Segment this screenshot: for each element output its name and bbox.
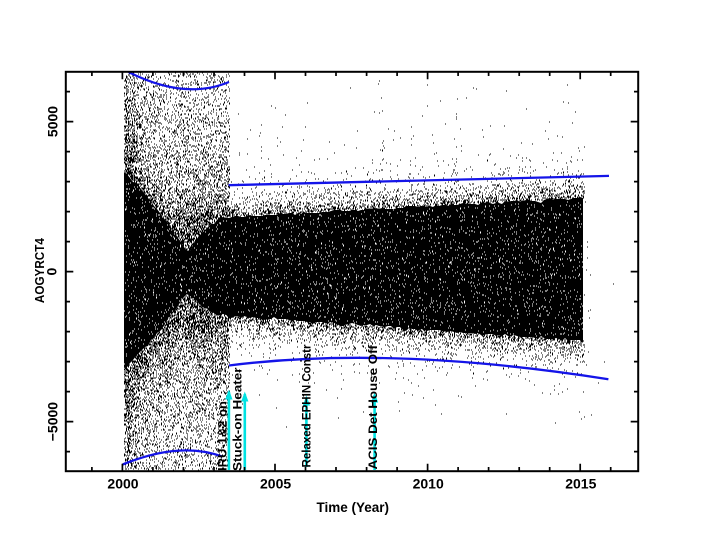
svg-text:ACIS Det House Off: ACIS Det House Off — [368, 345, 380, 470]
svg-text:AOGYRCT4: AOGYRCT4 — [33, 238, 47, 303]
svg-text:2005: 2005 — [260, 476, 291, 492]
svg-text:Time (Year): Time (Year) — [317, 500, 390, 515]
svg-text:Relaxed EPHIN Constr: Relaxed EPHIN Constr — [302, 344, 314, 468]
svg-text:2010: 2010 — [413, 476, 444, 492]
svg-text:0: 0 — [44, 267, 60, 275]
svg-text:IRU-1&2 on: IRU-1&2 on — [217, 401, 229, 471]
svg-text:2015: 2015 — [565, 476, 596, 492]
svg-text:2000: 2000 — [107, 476, 138, 492]
svg-text:Stuck-on Heater: Stuck-on Heater — [233, 367, 245, 471]
svg-text:5000: 5000 — [45, 106, 61, 137]
svg-text:−5000: −5000 — [45, 402, 61, 442]
